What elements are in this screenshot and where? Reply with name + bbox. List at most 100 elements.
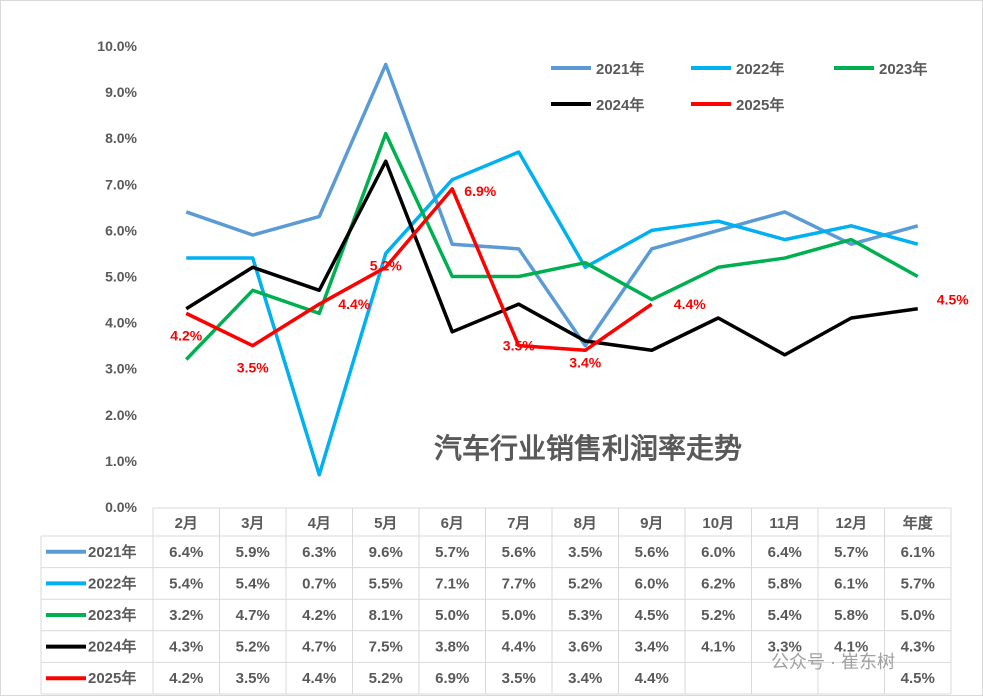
- data-label: 4.4%: [674, 296, 706, 312]
- legend-label: 2024年: [596, 96, 644, 114]
- table-cell: 7.7%: [502, 575, 536, 592]
- table-row-label: 2025年: [88, 669, 136, 687]
- table-cell: 5.3%: [568, 607, 602, 624]
- data-label: 4.4%: [338, 296, 370, 312]
- table-cell: 5.7%: [834, 544, 868, 561]
- series-line-2023年: [184, 131, 919, 361]
- table-cell: 5.0%: [901, 607, 935, 624]
- legend-label: 2023年: [879, 60, 927, 78]
- table-cell: 4.7%: [236, 607, 270, 624]
- table-cell: 4.7%: [302, 639, 336, 656]
- table-header-cell: 8月: [574, 515, 597, 532]
- table-header-cell: 6月: [441, 515, 464, 532]
- table-cell: 5.4%: [768, 607, 802, 624]
- y-tick-label: 8.0%: [105, 130, 137, 146]
- table-cell: 5.7%: [435, 544, 469, 561]
- table-cell: 7.1%: [435, 575, 469, 592]
- table-cell: 6.0%: [635, 575, 669, 592]
- data-label: 4.5%: [937, 292, 969, 308]
- data-label: 3.4%: [569, 354, 601, 370]
- y-tick-label: 0.0%: [105, 499, 137, 515]
- table-cell: 6.4%: [768, 544, 802, 561]
- table-cell: 3.6%: [568, 639, 602, 656]
- table-cell: 4.1%: [701, 639, 735, 656]
- table-cell: 5.4%: [169, 575, 203, 592]
- table-cell: 4.4%: [302, 670, 336, 687]
- table-cell: 5.7%: [901, 575, 935, 592]
- table-cell: 5.6%: [635, 544, 669, 561]
- y-tick-label: 1.0%: [105, 453, 137, 469]
- table-cell: 4.5%: [901, 670, 935, 687]
- table-header-cell: 5月: [374, 515, 397, 532]
- table-row-label: 2024年: [88, 638, 136, 656]
- y-tick-label: 9.0%: [105, 84, 137, 100]
- table-cell: 7.5%: [369, 639, 403, 656]
- table-cell: 5.2%: [236, 639, 270, 656]
- table-row-label: 2023年: [88, 606, 136, 624]
- y-tick-label: 3.0%: [105, 361, 137, 377]
- table-header-cell: 11月: [769, 515, 800, 532]
- watermark: 公众号 · 崔东树: [771, 652, 895, 672]
- table-cell: 4.2%: [169, 670, 203, 687]
- y-tick-label: 6.0%: [105, 222, 137, 238]
- data-label: 6.9%: [464, 183, 496, 199]
- table-cell: 6.9%: [435, 670, 469, 687]
- table-cell: 3.3%: [768, 639, 802, 656]
- chart-title: 汽车行业销售利润率走势: [434, 432, 742, 464]
- data-label: 3.5%: [237, 360, 269, 376]
- table-cell: 5.9%: [236, 544, 270, 561]
- table-cell: 4.4%: [502, 639, 536, 656]
- data-label: 3.5%: [503, 338, 535, 354]
- table-cell: 0.7%: [302, 575, 336, 592]
- table-cell: 4.3%: [169, 639, 203, 656]
- table-cell: 3.4%: [635, 639, 669, 656]
- table-cell: 5.2%: [568, 575, 602, 592]
- table-cell: 5.2%: [701, 607, 735, 624]
- table-cell: 3.5%: [502, 670, 536, 687]
- legend-label: 2025年: [736, 96, 784, 114]
- series-line-2021年: [185, 62, 919, 348]
- table-row-label: 2022年: [88, 574, 136, 592]
- table-cell: 3.8%: [435, 639, 469, 656]
- table-cell: 9.6%: [369, 544, 403, 561]
- table-cell: 6.1%: [901, 544, 935, 561]
- table-header-cell: 10月: [702, 515, 734, 532]
- table-cell: 3.5%: [236, 670, 270, 687]
- data-label: 4.2%: [170, 327, 202, 343]
- table-header-cell: 3月: [241, 515, 264, 532]
- table-cell: 5.6%: [502, 544, 536, 561]
- y-tick-label: 7.0%: [105, 176, 137, 192]
- y-tick-label: 2.0%: [105, 407, 137, 423]
- table-cell: 6.3%: [302, 544, 336, 561]
- series-line-2025年: [185, 187, 653, 353]
- series-line-2024年: [185, 159, 918, 357]
- table-cell: 6.1%: [834, 575, 868, 592]
- data-label: 5.2%: [370, 257, 402, 273]
- table-header-cell: 9月: [640, 515, 663, 532]
- legend-label: 2021年: [596, 60, 644, 78]
- table-cell: 8.1%: [369, 607, 403, 624]
- table-cell: 5.0%: [502, 607, 536, 624]
- table-cell: 5.2%: [369, 670, 403, 687]
- table-cell: 4.2%: [302, 607, 336, 624]
- table-cell: 6.2%: [701, 575, 735, 592]
- table-header-cell: 12月: [835, 515, 867, 532]
- table-cell: 5.5%: [369, 575, 403, 592]
- table-cell: 5.4%: [236, 575, 270, 592]
- y-tick-label: 4.0%: [105, 315, 137, 331]
- table-cell: 5.8%: [834, 607, 868, 624]
- series-line-2022年: [186, 150, 919, 477]
- table-cell: 4.4%: [635, 670, 669, 687]
- table-cell: 5.8%: [768, 575, 802, 592]
- table-cell: 4.5%: [635, 607, 669, 624]
- table-header-cell: 年度: [903, 514, 934, 532]
- table-header-cell: 4月: [308, 515, 331, 532]
- table-cell: 4.1%: [834, 639, 868, 656]
- legend-label: 2022年: [736, 60, 784, 78]
- table-cell: 5.0%: [435, 607, 469, 624]
- table-header-cell: 7月: [507, 515, 530, 532]
- table-row-label: 2021年: [88, 543, 136, 561]
- table-cell: 3.5%: [568, 544, 602, 561]
